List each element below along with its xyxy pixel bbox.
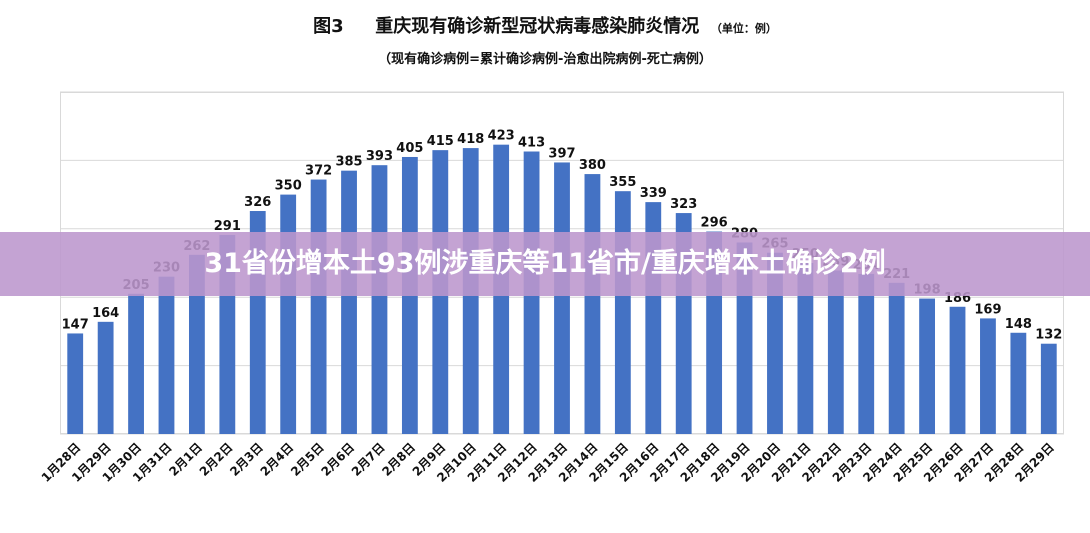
chart-title: 重庆现有确诊新型冠状病毒感染肺炎情况	[375, 16, 700, 37]
bar	[614, 191, 631, 434]
x-tick-label: 2月6日	[318, 440, 357, 479]
bar	[827, 270, 844, 434]
data-label: 323	[670, 197, 697, 212]
bar	[554, 162, 570, 434]
x-tick-label: 2月5日	[288, 440, 327, 479]
bar	[888, 282, 905, 434]
x-tick-label: 2月2日	[197, 440, 236, 479]
bar	[858, 273, 875, 434]
bar	[949, 306, 966, 434]
bar	[797, 263, 814, 434]
data-label: 380	[579, 158, 606, 173]
x-tick-label: 2月7日	[349, 440, 388, 479]
bar	[280, 194, 297, 434]
x-tick-label: 2月1日	[166, 440, 205, 479]
data-label: 393	[366, 149, 393, 164]
data-label: 415	[427, 134, 454, 149]
data-label: 405	[396, 141, 423, 156]
figure-label: 图3	[313, 16, 344, 37]
bar	[128, 293, 144, 434]
x-tick-label: 2月4日	[258, 440, 297, 479]
x-tick-label: 2月3日	[227, 440, 266, 479]
bar	[158, 276, 175, 434]
x-tick-labels: 1月28日1月29日1月30日1月31日2月1日2月2日2月3日2月4日2月5日…	[39, 440, 1057, 485]
bar	[1010, 332, 1027, 434]
news-headline-text: 31省份增本土93例涉重庆等11省市/重庆增本土确诊2例	[204, 248, 886, 279]
data-label: 147	[62, 317, 89, 332]
chart-subtitle: （现有确诊病例=累计确诊病例-治愈出院病例-死亡病例）	[378, 52, 712, 67]
bar	[341, 170, 357, 434]
data-label: 148	[1005, 317, 1032, 332]
data-label: 164	[92, 306, 119, 321]
data-label: 385	[335, 155, 362, 170]
bar	[767, 252, 783, 434]
data-label: 132	[1035, 328, 1062, 343]
data-label: 418	[457, 132, 484, 147]
bar	[980, 318, 996, 434]
data-label: 296	[701, 216, 728, 231]
x-tick-label: 2月8日	[379, 440, 418, 479]
chart-title-row: 图3 重庆现有确诊新型冠状病毒感染肺炎情况 （单位：例）	[0, 12, 1090, 38]
bar	[1040, 343, 1057, 434]
data-label: 372	[305, 164, 332, 179]
unit-label: （单位：例）	[710, 22, 777, 35]
data-label: 355	[609, 175, 636, 190]
bar	[310, 179, 327, 434]
bar	[371, 165, 388, 435]
bar	[97, 321, 114, 434]
data-label: 397	[548, 146, 575, 161]
data-label: 326	[244, 195, 271, 210]
bar	[584, 174, 601, 434]
data-label: 350	[275, 179, 302, 194]
data-label: 291	[214, 219, 241, 234]
news-headline-banner: 31省份增本土93例涉重庆等11省市/重庆增本土确诊2例	[0, 232, 1090, 296]
bar	[67, 333, 84, 434]
bar	[919, 298, 936, 434]
data-label: 413	[518, 136, 545, 151]
bar	[188, 254, 205, 434]
data-label: 423	[488, 129, 515, 144]
data-label: 169	[974, 302, 1001, 317]
data-label: 339	[640, 186, 667, 201]
